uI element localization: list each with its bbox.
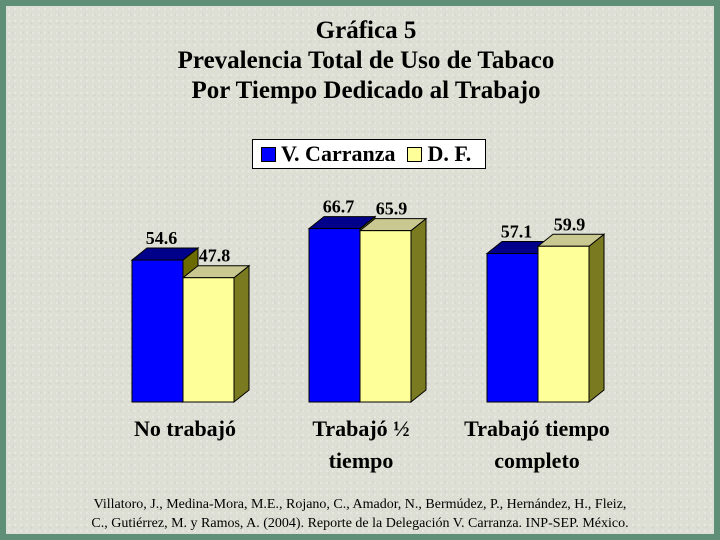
- bar-side: [410, 217, 427, 404]
- bar-df: [536, 233, 606, 404]
- bar-side: [233, 264, 250, 404]
- legend-label-carranza: V. Carranza: [281, 141, 396, 166]
- bar-front: [359, 230, 412, 403]
- value-label: 57.1: [501, 222, 533, 242]
- title-line-1: Gráfica 5: [315, 17, 417, 44]
- value-label: 47.8: [199, 246, 231, 266]
- category-label-line: completo: [494, 448, 580, 473]
- bar-side: [588, 233, 605, 404]
- category-label-line: tiempo: [328, 448, 394, 473]
- legend-item-carranza: V. Carranza: [261, 141, 395, 167]
- value-label: 66.7: [323, 197, 355, 217]
- bar-front: [537, 245, 590, 403]
- bar-df: [181, 264, 251, 404]
- bar-df: [358, 217, 428, 404]
- source-line-2: C., Gutiérrez, M. y Ramos, A. (2004). Re…: [91, 516, 629, 531]
- category-label-line: Trabajó tiempo: [464, 416, 610, 441]
- bar-group: 57.1 59.9: [485, 214, 606, 404]
- title-line-2: Prevalencia Total de Uso de Tabaco: [177, 47, 555, 74]
- value-label: 59.9: [554, 214, 586, 234]
- category-label-medio-tiempo: Trabajó ½ tiempo: [266, 413, 456, 477]
- category-label-no-trabajo: No trabajó: [90, 413, 280, 445]
- legend-label-df: D. F.: [427, 141, 472, 166]
- legend-item-df: D. F.: [407, 141, 471, 167]
- bar-group: 54.6 47.8: [130, 228, 251, 404]
- title-line-3: Por Tiempo Dedicado al Trabajo: [191, 77, 541, 104]
- legend-swatch-carranza: [261, 146, 276, 162]
- bar-front: [182, 277, 235, 403]
- legend-swatch-df: [407, 146, 423, 162]
- category-label-line: Trabajó ½: [312, 416, 410, 441]
- chart-legend: V. Carranza D. F.: [252, 139, 486, 169]
- value-label: 65.9: [376, 199, 408, 219]
- chart-title: Gráfica 5 Prevalencia Total de Uso de Ta…: [6, 16, 720, 106]
- category-label-line: No trabajó: [133, 416, 237, 441]
- category-label-tiempo-completo: Trabajó tiempo completo: [442, 413, 632, 477]
- bar-front: [308, 228, 361, 403]
- source-line-1: Villatoro, J., Medina-Mora, M.E., Rojano…: [93, 497, 627, 512]
- source-citation: Villatoro, J., Medina-Mora, M.E., Rojano…: [30, 495, 690, 533]
- bar-group: 66.7 65.9: [307, 197, 428, 404]
- value-label: 54.6: [146, 228, 178, 248]
- bar-front: [131, 259, 184, 403]
- bar-front: [486, 253, 539, 403]
